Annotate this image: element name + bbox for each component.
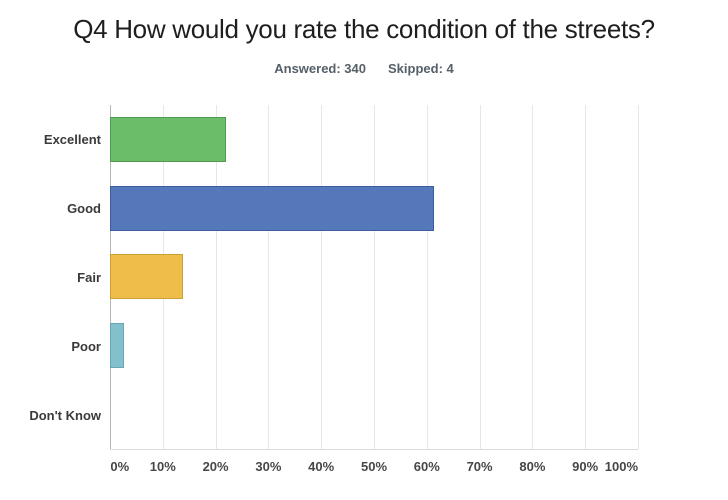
gridline	[532, 105, 534, 449]
x-tick-label: 100%	[604, 459, 638, 474]
x-tick-label: 40%	[308, 459, 335, 474]
x-tick-label: 80%	[519, 459, 546, 474]
skipped-count: Skipped: 4	[388, 61, 454, 76]
bar-good	[110, 185, 435, 231]
gridline	[215, 105, 217, 449]
x-axis-ticks: 0% 10% 20% 30% 40% 50% 60% 70% 80% 90% 100%	[110, 459, 638, 477]
plot-area	[110, 105, 639, 450]
category-labels: Excellent Good Fair Poor Don't Know	[0, 105, 104, 450]
gridline	[479, 105, 481, 449]
gridline	[374, 105, 375, 449]
x-tick-label: 70%	[466, 459, 493, 474]
category-label-poor: Poor	[71, 339, 101, 354]
category-label-excellent: Excellent	[43, 132, 101, 147]
x-tick-label: 10%	[149, 459, 176, 474]
bar-row-excellent	[110, 105, 638, 174]
x-tick-label: 50%	[360, 459, 388, 474]
x-tick-label: 30%	[255, 459, 282, 474]
response-stats: Answered: 340 Skipped: 4	[0, 61, 728, 76]
x-tick-label: 20%	[202, 459, 229, 474]
bar-row-fair	[110, 243, 638, 312]
bar-poor	[110, 323, 125, 369]
answered-count: Answered: 340	[274, 61, 366, 76]
x-tick-label: 60%	[413, 459, 440, 474]
bar-row-good	[110, 174, 638, 243]
bar-excellent	[110, 116, 226, 162]
gridline	[268, 105, 270, 449]
question-title: Q4 How would you rate the condition of t…	[73, 14, 655, 44]
gridline	[426, 105, 428, 449]
category-label-good: Good	[67, 201, 101, 216]
x-tick-label: 90%	[572, 459, 599, 474]
bar-row-poor	[110, 311, 638, 380]
bar-fair	[110, 254, 183, 300]
gridline	[638, 105, 639, 449]
bar-row-don-t-know	[110, 380, 638, 449]
gridline	[585, 105, 587, 449]
gridline	[321, 105, 323, 449]
category-label-don-t-know: Don't Know	[29, 408, 101, 423]
x-tick-label: 0%	[110, 459, 130, 474]
category-label-fair: Fair	[77, 270, 101, 285]
